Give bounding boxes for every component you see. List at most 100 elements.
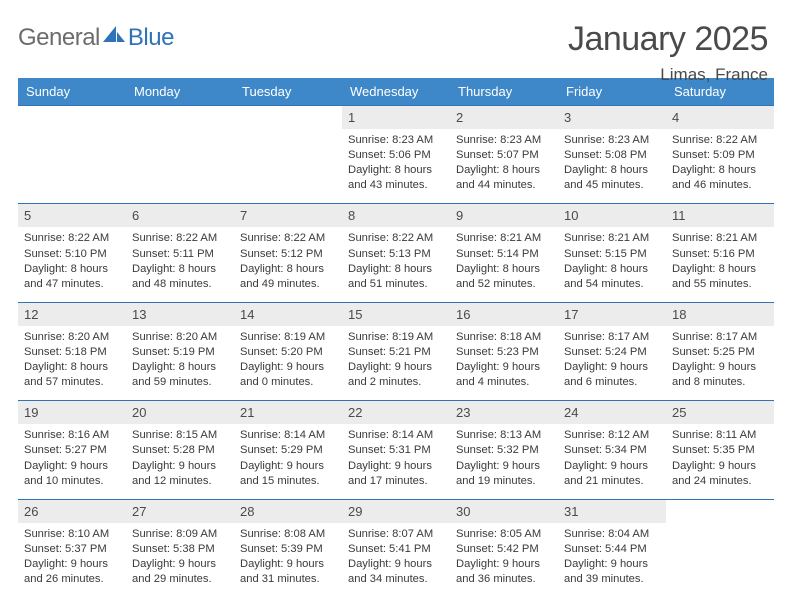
daylight-line-2: and 47 minutes. xyxy=(24,277,120,292)
calendar-cell: 21Sunrise: 8:14 AMSunset: 5:29 PMDayligh… xyxy=(234,401,342,499)
daylight-line-1: Daylight: 9 hours xyxy=(240,459,336,474)
daylight-line-1: Daylight: 9 hours xyxy=(348,557,444,572)
calendar-cell: 14Sunrise: 8:19 AMSunset: 5:20 PMDayligh… xyxy=(234,302,342,400)
sunrise-line: Sunrise: 8:23 AM xyxy=(564,133,660,148)
day-number: 6 xyxy=(126,204,234,227)
sunrise-line: Sunrise: 8:17 AM xyxy=(564,330,660,345)
day-number: 1 xyxy=(342,106,450,129)
calendar-cell: 16Sunrise: 8:18 AMSunset: 5:23 PMDayligh… xyxy=(450,302,558,400)
sunrise-line: Sunrise: 8:14 AM xyxy=(348,428,444,443)
daylight-line-1: Daylight: 8 hours xyxy=(348,163,444,178)
daylight-line-2: and 36 minutes. xyxy=(456,572,552,587)
day-number: 21 xyxy=(234,401,342,424)
sunset-line: Sunset: 5:25 PM xyxy=(672,345,768,360)
page-location: Limas, France xyxy=(568,65,768,85)
daylight-line-2: and 43 minutes. xyxy=(348,178,444,193)
daylight-line-1: Daylight: 9 hours xyxy=(564,360,660,375)
calendar-row: 19Sunrise: 8:16 AMSunset: 5:27 PMDayligh… xyxy=(18,401,774,499)
daylight-line-1: Daylight: 8 hours xyxy=(348,262,444,277)
daylight-line-2: and 48 minutes. xyxy=(132,277,228,292)
weekday-header: Sunday xyxy=(18,78,126,106)
day-number: 13 xyxy=(126,303,234,326)
day-number: 7 xyxy=(234,204,342,227)
calendar-cell: 7Sunrise: 8:22 AMSunset: 5:12 PMDaylight… xyxy=(234,204,342,302)
daylight-line-2: and 10 minutes. xyxy=(24,474,120,489)
sunset-line: Sunset: 5:29 PM xyxy=(240,443,336,458)
day-details: Sunrise: 8:13 AMSunset: 5:32 PMDaylight:… xyxy=(450,424,558,498)
daylight-line-2: and 8 minutes. xyxy=(672,375,768,390)
sunrise-line: Sunrise: 8:23 AM xyxy=(456,133,552,148)
daylight-line-1: Daylight: 8 hours xyxy=(24,360,120,375)
day-details: Sunrise: 8:21 AMSunset: 5:14 PMDaylight:… xyxy=(450,227,558,301)
daylight-line-1: Daylight: 8 hours xyxy=(672,163,768,178)
sunset-line: Sunset: 5:21 PM xyxy=(348,345,444,360)
day-number: 30 xyxy=(450,500,558,523)
calendar-cell: 26Sunrise: 8:10 AMSunset: 5:37 PMDayligh… xyxy=(18,499,126,597)
daylight-line-1: Daylight: 8 hours xyxy=(456,262,552,277)
day-details: Sunrise: 8:09 AMSunset: 5:38 PMDaylight:… xyxy=(126,523,234,597)
daylight-line-2: and 6 minutes. xyxy=(564,375,660,390)
day-details: Sunrise: 8:16 AMSunset: 5:27 PMDaylight:… xyxy=(18,424,126,498)
calendar-cell: 17Sunrise: 8:17 AMSunset: 5:24 PMDayligh… xyxy=(558,302,666,400)
day-number: 20 xyxy=(126,401,234,424)
brand-text-2: Blue xyxy=(128,24,174,52)
sunrise-line: Sunrise: 8:22 AM xyxy=(132,231,228,246)
sunrise-line: Sunrise: 8:04 AM xyxy=(564,527,660,542)
calendar-cell: 11Sunrise: 8:21 AMSunset: 5:16 PMDayligh… xyxy=(666,204,774,302)
sunrise-line: Sunrise: 8:23 AM xyxy=(348,133,444,148)
day-details: Sunrise: 8:10 AMSunset: 5:37 PMDaylight:… xyxy=(18,523,126,597)
day-number: 11 xyxy=(666,204,774,227)
calendar-cell: 27Sunrise: 8:09 AMSunset: 5:38 PMDayligh… xyxy=(126,499,234,597)
daylight-line-2: and 4 minutes. xyxy=(456,375,552,390)
sunrise-line: Sunrise: 8:16 AM xyxy=(24,428,120,443)
sunrise-line: Sunrise: 8:12 AM xyxy=(564,428,660,443)
daylight-line-2: and 54 minutes. xyxy=(564,277,660,292)
sunrise-line: Sunrise: 8:20 AM xyxy=(132,330,228,345)
daylight-line-1: Daylight: 9 hours xyxy=(132,459,228,474)
daylight-line-1: Daylight: 9 hours xyxy=(240,557,336,572)
daylight-line-1: Daylight: 9 hours xyxy=(348,360,444,375)
sunset-line: Sunset: 5:28 PM xyxy=(132,443,228,458)
daylight-line-2: and 39 minutes. xyxy=(564,572,660,587)
sunrise-line: Sunrise: 8:15 AM xyxy=(132,428,228,443)
daylight-line-1: Daylight: 9 hours xyxy=(456,360,552,375)
calendar-cell: 2Sunrise: 8:23 AMSunset: 5:07 PMDaylight… xyxy=(450,106,558,204)
day-number: 23 xyxy=(450,401,558,424)
sunset-line: Sunset: 5:08 PM xyxy=(564,148,660,163)
sunrise-line: Sunrise: 8:10 AM xyxy=(24,527,120,542)
calendar-cell: 9Sunrise: 8:21 AMSunset: 5:14 PMDaylight… xyxy=(450,204,558,302)
calendar-cell: 30Sunrise: 8:05 AMSunset: 5:42 PMDayligh… xyxy=(450,499,558,597)
daylight-line-1: Daylight: 9 hours xyxy=(24,459,120,474)
calendar-cell: 22Sunrise: 8:14 AMSunset: 5:31 PMDayligh… xyxy=(342,401,450,499)
calendar-cell-empty xyxy=(666,499,774,597)
sunset-line: Sunset: 5:16 PM xyxy=(672,247,768,262)
sunset-line: Sunset: 5:32 PM xyxy=(456,443,552,458)
sunrise-line: Sunrise: 8:05 AM xyxy=(456,527,552,542)
sunrise-line: Sunrise: 8:21 AM xyxy=(672,231,768,246)
sunset-line: Sunset: 5:37 PM xyxy=(24,542,120,557)
sunrise-line: Sunrise: 8:22 AM xyxy=(24,231,120,246)
sunrise-line: Sunrise: 8:21 AM xyxy=(456,231,552,246)
calendar-cell: 31Sunrise: 8:04 AMSunset: 5:44 PMDayligh… xyxy=(558,499,666,597)
daylight-line-2: and 31 minutes. xyxy=(240,572,336,587)
day-number: 15 xyxy=(342,303,450,326)
day-details: Sunrise: 8:08 AMSunset: 5:39 PMDaylight:… xyxy=(234,523,342,597)
daylight-line-1: Daylight: 8 hours xyxy=(240,262,336,277)
calendar-cell: 18Sunrise: 8:17 AMSunset: 5:25 PMDayligh… xyxy=(666,302,774,400)
day-details: Sunrise: 8:22 AMSunset: 5:12 PMDaylight:… xyxy=(234,227,342,301)
daylight-line-1: Daylight: 9 hours xyxy=(132,557,228,572)
sunrise-line: Sunrise: 8:22 AM xyxy=(240,231,336,246)
calendar-cell: 12Sunrise: 8:20 AMSunset: 5:18 PMDayligh… xyxy=(18,302,126,400)
daylight-line-1: Daylight: 9 hours xyxy=(672,459,768,474)
day-details: Sunrise: 8:22 AMSunset: 5:11 PMDaylight:… xyxy=(126,227,234,301)
sunrise-line: Sunrise: 8:13 AM xyxy=(456,428,552,443)
day-details: Sunrise: 8:07 AMSunset: 5:41 PMDaylight:… xyxy=(342,523,450,597)
sunset-line: Sunset: 5:44 PM xyxy=(564,542,660,557)
sunset-line: Sunset: 5:07 PM xyxy=(456,148,552,163)
day-number: 18 xyxy=(666,303,774,326)
daylight-line-1: Daylight: 9 hours xyxy=(564,557,660,572)
sunset-line: Sunset: 5:18 PM xyxy=(24,345,120,360)
weekday-header: Monday xyxy=(126,78,234,106)
calendar-cell: 19Sunrise: 8:16 AMSunset: 5:27 PMDayligh… xyxy=(18,401,126,499)
calendar-cell: 23Sunrise: 8:13 AMSunset: 5:32 PMDayligh… xyxy=(450,401,558,499)
